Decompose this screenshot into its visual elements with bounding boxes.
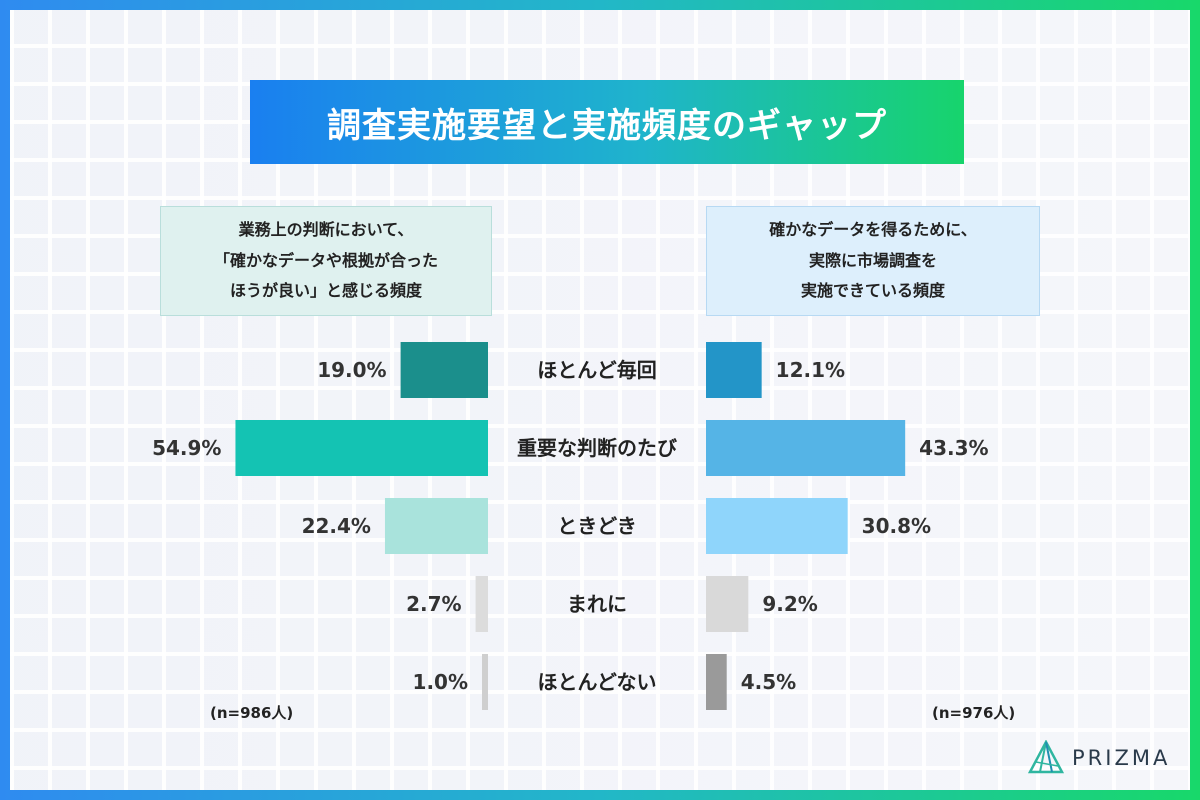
right-value-label: 9.2% [762, 592, 817, 616]
brand-name: PRIZMA [1072, 746, 1171, 770]
left-value-label: 22.4% [302, 514, 371, 538]
butterfly-bar-chart: 19.0% 12.1% ほとんど毎回 54.9% 43.3% 重要な判断のたび 22.4% 3… [152, 342, 989, 710]
right-description-line: 確かなデータを得るために、 [769, 220, 977, 240]
left-bar [235, 420, 488, 476]
left-sample-size: (n=986人) [210, 704, 294, 722]
left-bar [400, 342, 488, 398]
left-series-description: 業務上の判断において、 「確かなデータや根拠が合った ほうが良い」と感じる頻度 [160, 206, 492, 316]
right-value-label: 12.1% [776, 358, 845, 382]
left-bar [384, 498, 488, 554]
right-sample-size: (n=976人) [932, 704, 1016, 722]
left-value-label: 19.0% [317, 358, 386, 382]
left-value-label: 2.7% [406, 592, 461, 616]
left-description-line: 業務上の判断において、 [238, 220, 414, 240]
right-description-line: 実施できている頻度 [800, 281, 945, 301]
right-bar [706, 342, 762, 398]
right-bar [706, 498, 848, 554]
left-value-label: 54.9% [152, 436, 221, 460]
right-value-label: 4.5% [741, 670, 796, 694]
prizma-logo-icon [1028, 740, 1064, 774]
category-label: まれに [567, 592, 627, 616]
category-label: ほとんどない [538, 670, 657, 694]
left-description-line: 「確かなデータや根拠が合った [213, 250, 438, 270]
right-value-label: 30.8% [862, 514, 931, 538]
right-description-line: 実際に市場調査を [808, 250, 937, 270]
left-bar [482, 654, 488, 710]
left-bar [475, 576, 488, 632]
category-label: ほとんど毎回 [537, 358, 656, 382]
right-value-label: 43.3% [919, 436, 988, 460]
page-title: 調査実施要望と実施頻度のギャップ [327, 105, 887, 146]
right-bar [706, 654, 727, 710]
infographic-canvas: 調査実施要望と実施頻度のギャップ 業務上の判断において、 「確かなデータや根拠が… [10, 10, 1190, 790]
right-bar [706, 420, 906, 476]
right-bar [706, 576, 749, 632]
title-banner: 調査実施要望と実施頻度のギャップ [250, 80, 964, 164]
left-description-line: ほうが良い」と感じる頻度 [229, 281, 422, 301]
category-label: ときどき [557, 514, 636, 538]
category-label: 重要な判断のたび [517, 436, 678, 460]
brand-logo: PRIZMA [1028, 740, 1170, 776]
right-series-description: 確かなデータを得るために、 実際に市場調査を 実施できている頻度 [706, 206, 1040, 316]
left-value-label: 1.0% [413, 670, 468, 694]
